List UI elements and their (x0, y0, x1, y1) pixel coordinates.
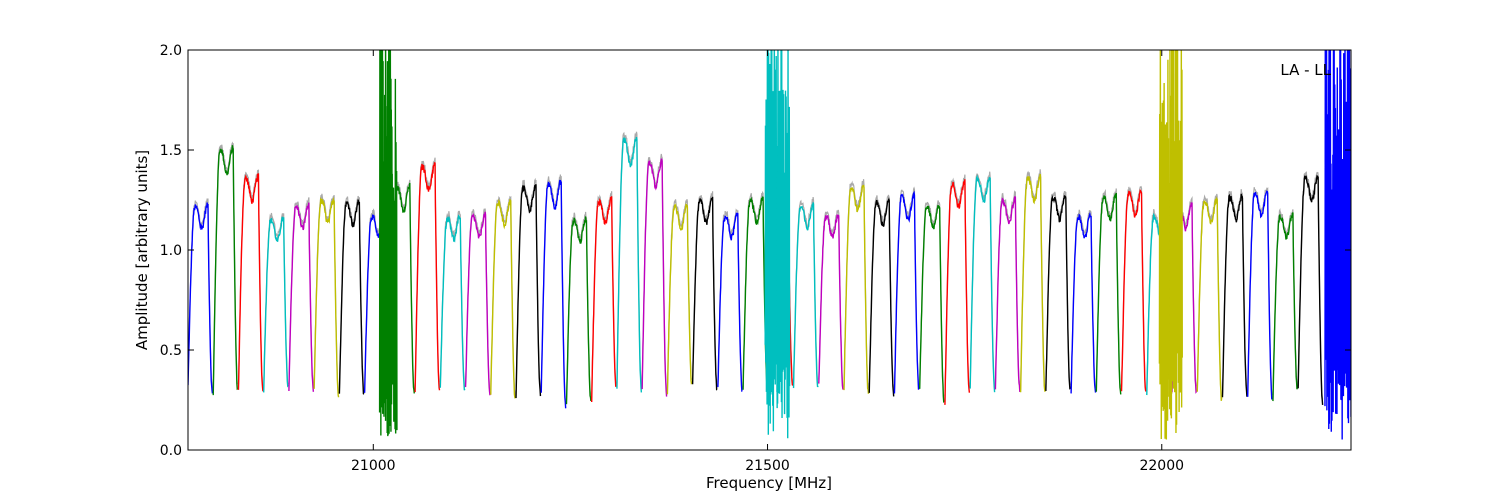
series-segment-14 (540, 179, 567, 409)
y-tick-label: 0.5 (160, 343, 182, 359)
series-segment-0 (188, 202, 214, 394)
series-segment-24 (792, 202, 819, 389)
series-segment-19 (666, 203, 693, 395)
series-segment-32 (994, 195, 1021, 393)
x-axis-label: Frequency [MHz] (706, 474, 832, 492)
series-segment-25 (818, 214, 844, 390)
y-tick-label: 2.0 (160, 43, 182, 59)
series-segment-9 (414, 162, 441, 393)
rfi-spike-2 (764, 50, 779, 435)
series-segment-21 (717, 212, 743, 392)
series-segment-20 (691, 196, 718, 391)
series-segment-6 (338, 199, 365, 395)
series-segment-2 (237, 173, 264, 392)
rfi-spike-1 (383, 50, 398, 436)
y-tick-label: 1.5 (160, 143, 182, 159)
y-tick-label: 1.0 (160, 243, 182, 259)
series-segment-41 (1221, 193, 1248, 398)
series-segment-29 (919, 204, 945, 403)
series-segment-4 (288, 202, 315, 392)
y-axis-ticks: 0.0 0.5 1.0 1.5 2.0 (160, 43, 1351, 459)
y-tick-label: 0.0 (160, 443, 182, 459)
y-axis-label: Amplitude [arbitrary units] (133, 150, 151, 350)
x-tick-label: 22000 (1139, 458, 1184, 474)
series-segment-5 (313, 196, 340, 398)
series-segment-34 (1045, 194, 1071, 391)
series-segment-36 (1095, 192, 1122, 395)
rfi-spike-layer (378, 50, 1351, 440)
rfi-spike-6 (1324, 50, 1339, 432)
series-segment-35 (1070, 211, 1097, 394)
series-segment-18 (641, 158, 668, 397)
background-spectrum-layer (188, 131, 1324, 404)
rfi-spike-7 (1337, 50, 1351, 440)
series-segment-3 (262, 216, 289, 393)
series-segment-13 (515, 184, 542, 399)
series-segment-30 (944, 179, 971, 405)
series-segment-43 (1272, 212, 1299, 402)
series-segment-11 (464, 211, 491, 396)
series-segment-10 (439, 214, 466, 391)
series-segment-33 (1019, 173, 1046, 393)
series-segment-1 (212, 145, 239, 396)
series-segment-22 (742, 196, 769, 390)
series-layer (188, 136, 1324, 409)
series-segment-31 (969, 174, 996, 393)
series-segment-44 (1297, 174, 1324, 406)
series-segment-12 (490, 199, 516, 399)
rfi-spike-5 (1168, 50, 1183, 433)
rfi-spike-3 (776, 50, 791, 439)
x-axis-ticks: 21000 21500 22000 (351, 50, 1184, 474)
series-segment-28 (893, 190, 920, 394)
series-segment-42 (1247, 190, 1273, 400)
series-segment-15 (565, 216, 592, 405)
series-segment-40 (1196, 196, 1223, 401)
baseline-annotation: LA - LL (1280, 61, 1331, 79)
series-segment-37 (1120, 188, 1147, 392)
series-segment-17 (616, 136, 643, 393)
x-tick-label: 21500 (745, 458, 790, 474)
series-segment-27 (868, 197, 895, 397)
series-segment-16 (591, 196, 617, 403)
series-segment-26 (843, 184, 870, 394)
x-tick-label: 21000 (351, 458, 396, 474)
